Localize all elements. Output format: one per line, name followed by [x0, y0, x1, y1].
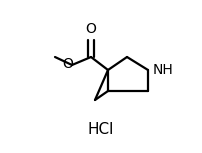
- Text: O: O: [63, 57, 74, 71]
- Text: NH: NH: [153, 63, 174, 77]
- Text: HCl: HCl: [88, 123, 114, 138]
- Text: O: O: [86, 22, 96, 36]
